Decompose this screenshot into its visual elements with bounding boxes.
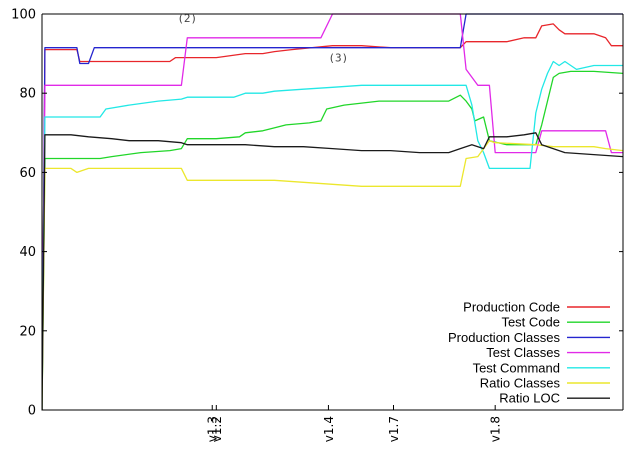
series-line-test-classes	[42, 13, 623, 410]
y-tick-label: 0	[28, 404, 36, 419]
x-tick-label: v1.8	[489, 416, 503, 442]
x-tick-label: v1.2	[210, 416, 224, 442]
chart-annotation: (2)	[177, 12, 197, 25]
legend-label: Test Classes	[486, 345, 560, 360]
legend-label: Test Code	[501, 315, 560, 330]
legend-label: Production Classes	[448, 330, 560, 345]
series-line-test-command	[42, 60, 623, 410]
legend-label: Test Command	[473, 360, 560, 375]
chart-annotation: (3)	[328, 52, 348, 65]
y-tick-label: 60	[19, 166, 36, 181]
y-axis-ticks: 0 20 40 60 80 100	[11, 8, 623, 419]
legend-label: Ratio Classes	[480, 376, 561, 391]
x-axis-ticks: v1.3v1.2 v1.4 v1.7 v1.8	[206, 405, 503, 442]
x-tick-label: v1.3	[206, 416, 220, 442]
series-line-ratio-classes	[42, 140, 623, 410]
y-tick-label: 100	[11, 8, 36, 23]
annotations: (2)(3)(1)	[177, 12, 348, 65]
y-tick-label: 40	[19, 245, 36, 260]
series-line-ratio-loc	[42, 132, 623, 410]
series-line-production-code	[42, 23, 623, 410]
x-tick-label: v1.7	[387, 416, 401, 442]
y-tick-label: 80	[19, 87, 36, 102]
legend-label: Production Code	[463, 300, 560, 315]
x-tick-label: v1.4	[322, 416, 336, 442]
legend-label: Ratio LOC	[499, 391, 560, 406]
y-tick-label: 20	[19, 324, 36, 339]
